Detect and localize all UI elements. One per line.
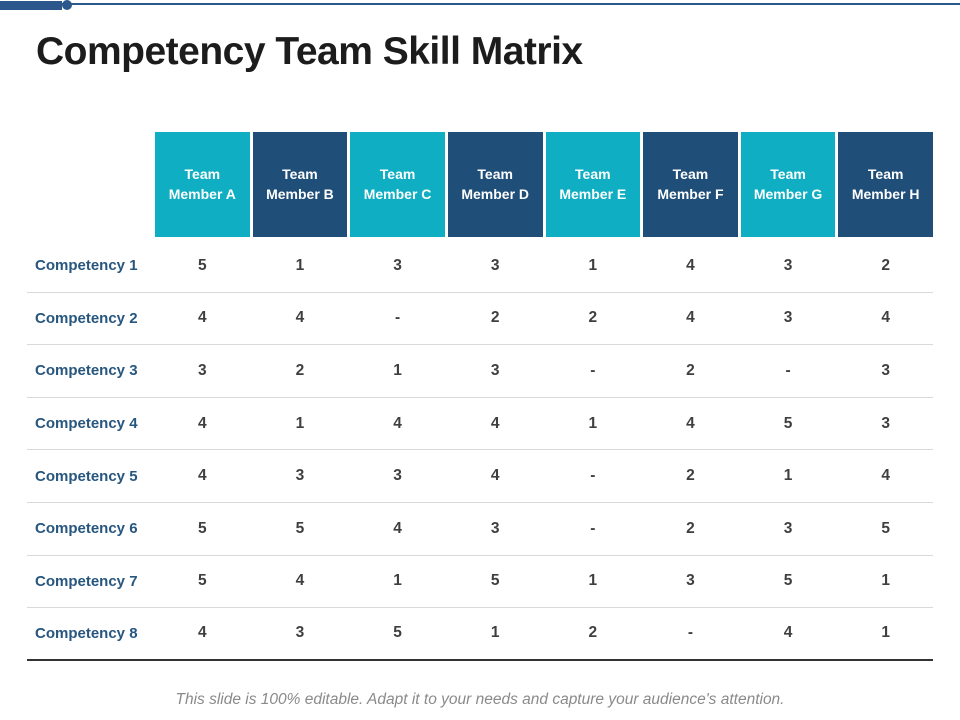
skill-score-cell: 1 — [881, 624, 890, 642]
skill-score-cell: 1 — [588, 256, 598, 274]
skill-score-cell: 3 — [295, 467, 305, 485]
table-row: Competency 5 4 3 3 4 - 2 1 4 — [27, 450, 933, 503]
skill-score-cell: 5 — [198, 519, 207, 537]
skill-score-cell: 4 — [490, 467, 500, 485]
skill-score-cell: 5 — [295, 519, 305, 537]
table-row: Competency 7 5 4 1 5 1 3 5 1 — [27, 556, 933, 609]
table-corner-spacer — [27, 132, 152, 237]
skill-score-cell: 3 — [490, 361, 500, 379]
skill-score-cell: 4 — [198, 414, 207, 432]
skill-score-cell: 4 — [198, 309, 207, 327]
skill-score-cell: 3 — [881, 361, 890, 379]
skill-score-cell: 3 — [783, 519, 793, 537]
skill-score-cell: - — [590, 361, 596, 379]
column-header: Team Member E — [545, 132, 641, 237]
skill-score-cell: 5 — [783, 414, 793, 432]
skill-score-cell: 1 — [588, 414, 598, 432]
table-row: Competency 1 5 1 3 3 1 4 3 2 — [27, 240, 933, 293]
row-label: Competency 1 — [35, 257, 138, 275]
skill-score-cell: 2 — [588, 309, 598, 327]
skill-score-cell: 3 — [881, 414, 890, 432]
skill-score-cell: 4 — [295, 309, 305, 327]
top-accent-bar — [0, 1, 62, 10]
skill-score-cell: 4 — [295, 572, 305, 590]
skill-score-cell: 4 — [881, 309, 890, 327]
top-accent-dot — [62, 0, 72, 10]
skill-score-cell: 2 — [881, 256, 890, 274]
column-header: Team Member H — [838, 132, 933, 237]
skill-score-cell: 1 — [295, 414, 305, 432]
row-label: Competency 6 — [35, 520, 138, 538]
skill-score-cell: 2 — [686, 361, 695, 379]
skill-score-cell: - — [785, 361, 791, 379]
skill-score-cell: 5 — [881, 519, 890, 537]
skill-score-cell: 2 — [588, 624, 598, 642]
skill-score-cell: 4 — [686, 414, 695, 432]
row-label: Competency 8 — [35, 624, 138, 642]
skill-score-cell: 5 — [198, 572, 207, 590]
slide-title: Competency Team Skill Matrix — [36, 30, 583, 73]
row-label: Competency 3 — [35, 362, 138, 380]
skill-score-cell: 4 — [198, 624, 207, 642]
skill-score-cell: 4 — [881, 467, 890, 485]
skill-score-cell: 5 — [393, 624, 402, 642]
table-row: Competency 3 3 2 1 3 - 2 - 3 — [27, 345, 933, 398]
column-header: Team Member C — [350, 132, 445, 237]
skill-score-cell: 4 — [393, 519, 402, 537]
table-body: Competency 1 5 1 3 3 1 4 3 2 Competency 2 4 4 - 2 2 4 3 4… — [27, 240, 933, 661]
skill-score-cell: 2 — [686, 519, 695, 537]
skill-score-cell: 3 — [490, 519, 500, 537]
skill-score-cell: 5 — [198, 256, 207, 274]
skill-score-cell: 2 — [490, 309, 500, 327]
skill-score-cell: 1 — [295, 256, 305, 274]
top-accent-line — [0, 3, 960, 5]
table-row: Competency 4 4 1 4 4 1 4 5 3 — [27, 398, 933, 451]
row-label: Competency 4 — [35, 415, 138, 433]
table-row: Competency 6 5 5 4 3 - 2 3 5 — [27, 503, 933, 556]
skill-score-cell: 1 — [393, 572, 402, 590]
skill-score-cell: 1 — [881, 572, 890, 590]
skill-score-cell: 3 — [393, 256, 402, 274]
row-label: Competency 2 — [35, 309, 138, 327]
column-header: Team Member D — [447, 132, 543, 237]
table-row: Competency 8 4 3 5 1 2 - 4 1 — [27, 608, 933, 661]
column-header: Team Member G — [740, 132, 836, 237]
skill-score-cell: 4 — [393, 414, 402, 432]
skill-score-cell: 3 — [490, 256, 500, 274]
row-label: Competency 7 — [35, 572, 138, 590]
skill-score-cell: 4 — [783, 624, 793, 642]
skill-score-cell: - — [590, 519, 596, 537]
skill-score-cell: 3 — [783, 256, 793, 274]
skill-score-cell: 3 — [295, 624, 305, 642]
skill-score-cell: 3 — [686, 572, 695, 590]
column-header: Team Member A — [155, 132, 250, 237]
skill-score-cell: 4 — [686, 256, 695, 274]
footer-note: This slide is 100% editable. Adapt it to… — [175, 691, 785, 708]
skill-score-cell: 5 — [490, 572, 500, 590]
skill-score-cell: 2 — [295, 361, 305, 379]
table-row: Competency 2 4 4 - 2 2 4 3 4 — [27, 293, 933, 346]
skill-score-cell: 1 — [783, 467, 793, 485]
skill-score-cell: - — [687, 624, 694, 642]
row-label: Competency 5 — [35, 467, 138, 485]
skill-score-cell: 1 — [490, 624, 500, 642]
column-header: Team Member F — [643, 132, 738, 237]
column-header: Team Member B — [252, 132, 348, 237]
skill-score-cell: 1 — [588, 572, 598, 590]
skill-score-cell: - — [394, 309, 401, 327]
skill-score-cell: 2 — [686, 467, 695, 485]
skill-score-cell: 4 — [198, 467, 207, 485]
skill-score-cell: 3 — [783, 309, 793, 327]
skill-score-cell: 3 — [393, 467, 402, 485]
skill-score-cell: 5 — [783, 572, 793, 590]
skill-score-cell: 1 — [393, 361, 402, 379]
skill-score-cell: 3 — [198, 361, 207, 379]
skill-score-cell: - — [590, 467, 596, 485]
skill-score-cell: 4 — [490, 414, 500, 432]
skill-score-cell: 4 — [686, 309, 695, 327]
